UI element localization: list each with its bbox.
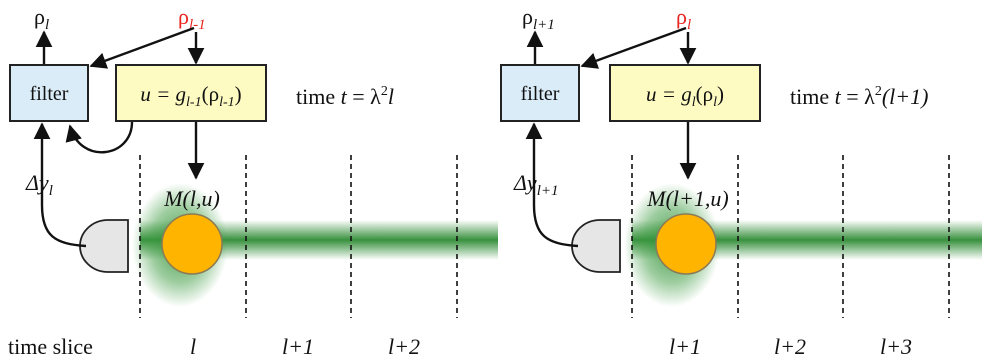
time-slice-label: time slice [8, 334, 93, 359]
detector [79, 219, 129, 273]
filter-label: filter [521, 83, 560, 105]
controller-box [609, 64, 761, 122]
rho-to-filter-arrow [580, 26, 687, 69]
filter-label: filter [30, 83, 69, 105]
measurement-label: M(l+1,u) [646, 186, 728, 211]
slice-label: l+2 [774, 334, 806, 359]
filter-box [9, 64, 89, 122]
controller-equation: u = gl(ρl) [646, 82, 724, 110]
slice-label: l+1 [669, 334, 701, 359]
rho-output: ρl+1 [522, 4, 555, 33]
rho-output: ρl [34, 4, 49, 33]
signal-arrow [525, 122, 579, 248]
slice-label: l+1 [282, 334, 314, 359]
atom [655, 213, 717, 275]
delta-y-label: Δyl [25, 170, 53, 199]
slice-label: l+3 [880, 334, 912, 359]
panel-1: filter u = gl-1(ρl-1) ρl ρl-1 time t = λ… [8, 4, 498, 359]
detector [571, 219, 621, 273]
time-label: time t = λ2(l+1) [790, 84, 928, 109]
delta-y-label: Δyl+1 [513, 170, 558, 199]
time-label: time t = λ2l [296, 84, 394, 109]
control-feedback-arrow [65, 121, 134, 154]
atom [161, 213, 223, 275]
measurement-label: M(l,u) [163, 186, 220, 211]
slice-label: l+2 [388, 334, 420, 359]
slice-label: l [190, 334, 196, 359]
controller-box [115, 64, 267, 122]
filter-box [500, 64, 580, 122]
controller-equation: u = gl-1(ρl-1) [140, 82, 241, 110]
panel-2: filter u = gl(ρl) ρl+1 ρl time t = λ2(l+… [500, 4, 982, 359]
rho-to-filter-arrow [89, 26, 195, 69]
rho-input: ρl [676, 4, 691, 33]
signal-arrow [33, 122, 87, 248]
